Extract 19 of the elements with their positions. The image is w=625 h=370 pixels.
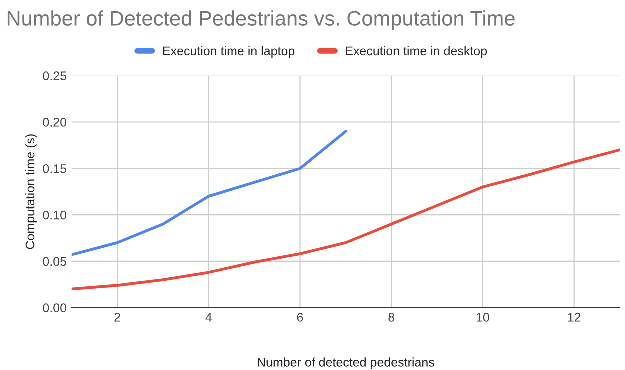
- y-tick-label: 0.10: [43, 210, 67, 220]
- x-tick-label: 4: [206, 313, 212, 322]
- y-tick-label: 0.25: [43, 72, 66, 80]
- line-series: [72, 148, 620, 291]
- y-axis-title: Computation time (s): [25, 134, 38, 250]
- legend-label: Execution time in laptop: [163, 46, 295, 58]
- y-tick-label: 0.00: [43, 304, 67, 312]
- x-tick-label: 6: [297, 313, 304, 322]
- x-tick-label: 12: [568, 313, 581, 322]
- line-series: [72, 130, 348, 256]
- y-tick-label: 0.05: [43, 257, 66, 266]
- legend-label: Execution time in desktop: [346, 46, 488, 58]
- x-tick-label: 10: [476, 313, 490, 322]
- x-tick-label: 8: [388, 313, 395, 322]
- chart-title: Number of Detected Pedestrians vs. Computation Time: [8, 10, 515, 30]
- x-tick-label: 2: [114, 313, 120, 322]
- y-tick-label: 0.20: [43, 118, 67, 127]
- y-tick-label: 0.15: [43, 164, 66, 174]
- x-axis-title: Number of detected pedestrians: [258, 358, 434, 370]
